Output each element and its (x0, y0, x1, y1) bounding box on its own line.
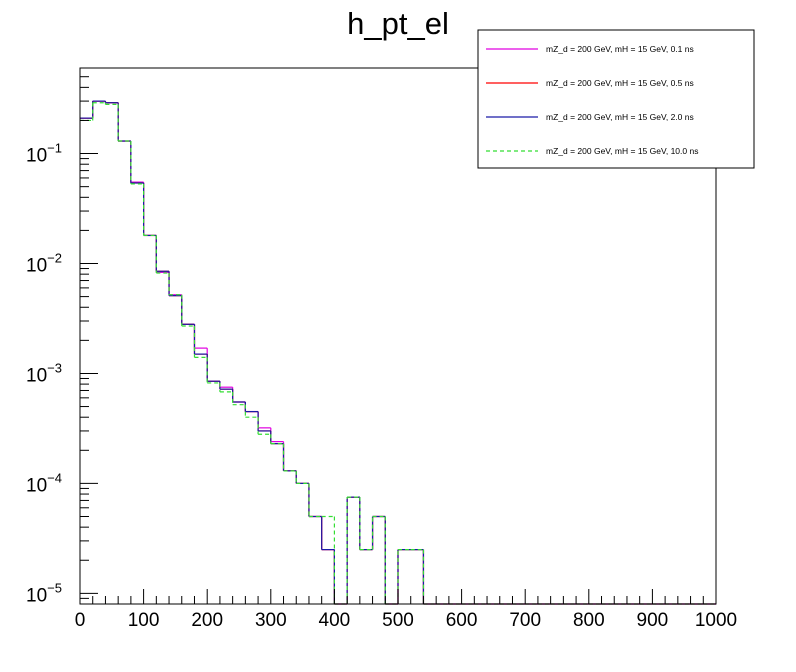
x-tick-label: 100 (128, 610, 160, 631)
legend-label: mZ_d = 200 GeV, mH = 15 GeV, 0.5 ns (546, 78, 694, 88)
x-tick-label: 500 (382, 610, 414, 631)
axes: 0 100 200 300 400 500 600 700 800 900 1000 10−1 10−2… (26, 67, 737, 631)
x-tick-label: 1000 (695, 610, 737, 631)
y-tick-label: 10−2 (26, 251, 62, 277)
legend-label: mZ_d = 200 GeV, mH = 15 GeV, 0.1 ns (546, 44, 694, 54)
legend: mZ_d = 200 GeV, mH = 15 GeV, 0.1 ns mZ_d … (477, 29, 755, 169)
x-tick-label: 200 (191, 610, 223, 631)
x-tick-label: 400 (319, 610, 351, 631)
x-tick-label: 300 (255, 610, 287, 631)
chart-title: h_pt_el (347, 6, 449, 41)
y-tick-label: 10−3 (26, 360, 62, 386)
x-tick-label: 700 (509, 610, 541, 631)
y-tick-label: 10−4 (26, 470, 62, 496)
x-tick-label: 600 (446, 610, 478, 631)
legend-label: mZ_d = 200 GeV, mH = 15 GeV, 2.0 ns (546, 112, 694, 122)
y-tick-label: 10−1 (26, 141, 62, 167)
legend-label: mZ_d = 200 GeV, mH = 15 GeV, 10.0 ns (546, 146, 698, 156)
x-tick-label: 800 (573, 610, 605, 631)
x-tick-label: 900 (637, 610, 669, 631)
legend-box (477, 29, 755, 169)
x-tick-label: 0 (75, 610, 86, 631)
y-tick-label: 10−5 (26, 580, 62, 606)
